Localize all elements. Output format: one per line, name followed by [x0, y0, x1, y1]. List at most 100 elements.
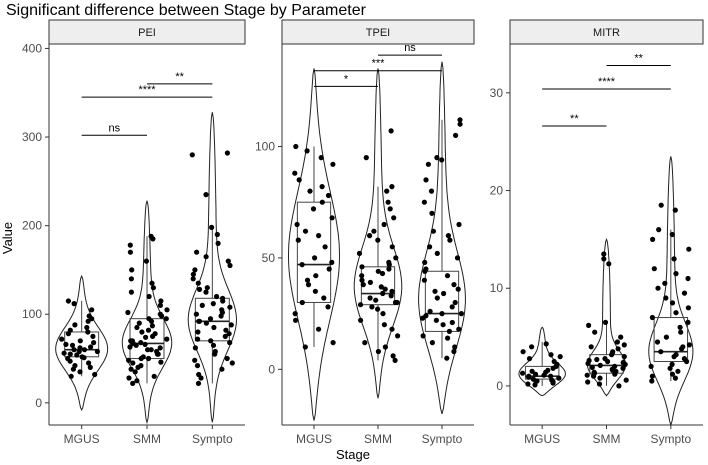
data-point — [389, 288, 395, 294]
data-point — [421, 277, 427, 283]
data-point — [85, 318, 91, 324]
data-point — [152, 331, 158, 337]
data-point — [382, 286, 388, 292]
data-point — [195, 280, 201, 286]
data-point — [195, 380, 202, 386]
data-point — [686, 246, 692, 252]
data-point — [154, 348, 160, 355]
violin-smm — [586, 237, 627, 397]
data-point — [71, 347, 77, 353]
data-point — [439, 157, 445, 163]
box-mgus — [296, 201, 332, 303]
data-point — [585, 379, 591, 385]
data-point — [556, 375, 562, 381]
violin-mgus — [518, 326, 566, 397]
data-point — [157, 302, 163, 308]
data-point — [195, 336, 201, 342]
data-point — [610, 349, 616, 355]
violin-sympto — [648, 156, 694, 427]
data-point — [654, 339, 661, 345]
data-point — [672, 207, 678, 213]
y-tick-label: 20 — [490, 184, 504, 198]
data-point — [548, 373, 554, 379]
data-point — [388, 293, 394, 299]
data-point — [422, 259, 428, 265]
data-point — [296, 177, 302, 183]
data-point — [545, 367, 551, 373]
data-point — [145, 347, 151, 353]
data-point — [423, 177, 429, 183]
data-point — [134, 378, 140, 384]
data-point — [526, 356, 533, 362]
data-point — [148, 233, 154, 239]
facet-strip-tpei — [281, 19, 475, 45]
data-point — [91, 340, 97, 346]
data-point — [204, 285, 210, 291]
significance-label: ns — [109, 122, 121, 134]
data-point — [389, 244, 395, 250]
data-point — [194, 363, 201, 369]
data-point — [207, 316, 214, 322]
data-point — [669, 231, 675, 238]
data-point — [432, 288, 438, 294]
x-tick-label: Sympto — [650, 432, 691, 446]
data-point — [388, 128, 394, 134]
data-point — [358, 317, 364, 323]
box-sympto — [653, 317, 689, 362]
y-tick-label: 300 — [22, 130, 42, 144]
data-point — [130, 360, 136, 366]
data-point — [215, 240, 221, 246]
data-point — [452, 299, 458, 306]
data-point — [380, 311, 386, 317]
data-point — [212, 348, 218, 355]
data-point — [594, 356, 600, 363]
data-point — [663, 334, 670, 340]
data-point — [302, 344, 308, 350]
x-tick-label: SMM — [133, 432, 161, 446]
data-point — [362, 340, 368, 346]
data-point — [551, 358, 557, 365]
data-point — [227, 340, 233, 346]
data-point — [447, 237, 453, 243]
facet-strip-label: TPEI — [366, 27, 390, 39]
data-point — [210, 301, 216, 307]
data-point — [94, 348, 100, 355]
data-point — [194, 249, 200, 255]
y-tick-label: 100 — [22, 307, 42, 321]
data-point — [677, 324, 683, 330]
data-point — [390, 353, 396, 359]
data-point — [621, 354, 627, 360]
data-point — [316, 326, 322, 332]
data-point — [299, 262, 305, 268]
data-point — [520, 370, 526, 376]
data-point — [381, 221, 387, 228]
data-point — [128, 338, 134, 344]
violin-smm — [353, 68, 403, 399]
data-point — [434, 155, 440, 161]
data-point — [127, 344, 133, 350]
data-point — [375, 348, 381, 355]
data-point — [456, 326, 462, 332]
data-point — [586, 322, 592, 328]
data-point — [672, 375, 679, 381]
data-point — [214, 231, 220, 238]
facet-strip-label: MITR — [593, 27, 620, 39]
data-point — [669, 361, 675, 367]
data-point — [193, 311, 199, 317]
data-point — [428, 188, 435, 194]
data-point — [226, 331, 232, 337]
data-point — [295, 237, 301, 243]
data-point — [149, 323, 155, 329]
data-point — [69, 342, 76, 348]
data-point — [59, 336, 65, 342]
data-point — [149, 280, 155, 286]
data-point — [451, 282, 457, 288]
data-point — [457, 117, 463, 123]
data-point — [79, 354, 85, 360]
data-point — [224, 150, 230, 156]
data-point — [292, 311, 298, 317]
y-tick-label: 200 — [22, 219, 42, 233]
y-tick-label: 50 — [262, 251, 276, 265]
data-point — [214, 293, 220, 300]
